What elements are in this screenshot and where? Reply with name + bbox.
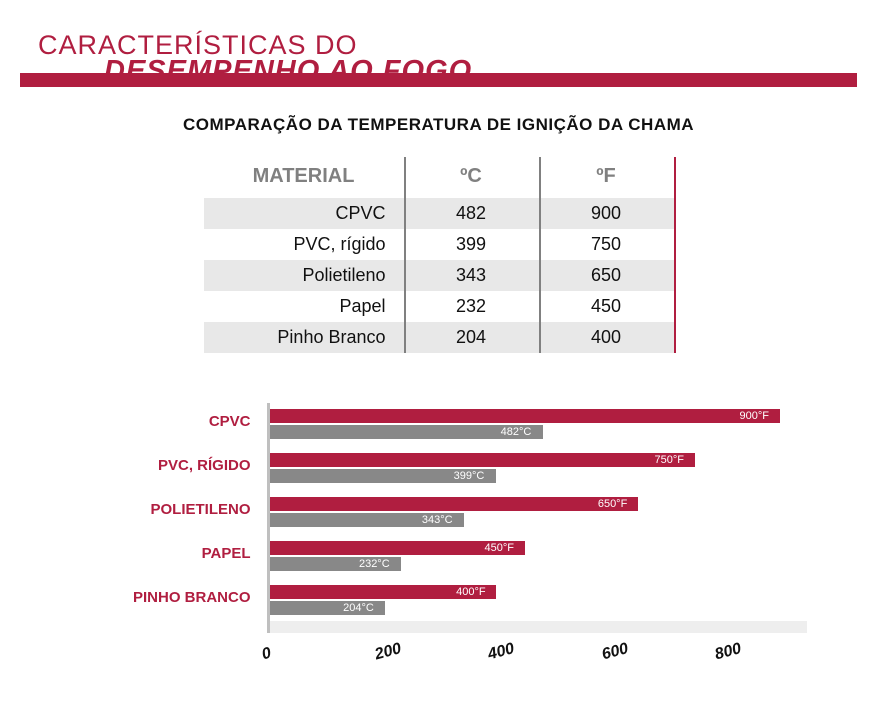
chart-xaxis-tick: 800 (713, 640, 743, 664)
col-header-celsius: ºC (404, 157, 539, 198)
cell-fahrenheit: 750 (539, 229, 674, 260)
chart-bar-value-fahrenheit: 400°F (456, 586, 485, 598)
ignition-temp-chart: CPVC PVC, RÍGIDO POLIETILENO PAPEL PINHO BRA… (89, 403, 789, 693)
cell-celsius: 343 (404, 260, 539, 291)
table-row: PVC, rígido 399 750 (204, 229, 674, 260)
chart-bar-value-celsius: 343°C (422, 514, 453, 526)
chart-category-label: PINHO BRANCO (133, 589, 259, 606)
chart-category-label: POLIETILENO (150, 501, 258, 518)
chart-bar-value-celsius: 204°C (343, 602, 374, 614)
cell-material: CPVC (204, 198, 404, 229)
table-row: CPVC 482 900 (204, 198, 674, 229)
page-header: CARACTERÍSTICAS DO DESEMPENHO AO FOGO (0, 0, 877, 87)
chart-category-label: CPVC (209, 413, 259, 430)
chart-category-label: PAPEL (202, 545, 259, 562)
chart-bar-value-celsius: 232°C (359, 558, 390, 570)
chart-bar-value-fahrenheit: 450°F (485, 542, 514, 554)
cell-fahrenheit: 450 (539, 291, 674, 322)
cell-celsius: 399 (404, 229, 539, 260)
table-row: Polietileno 343 650 (204, 260, 674, 291)
cell-material: Pinho Branco (204, 322, 404, 353)
cell-material: PVC, rígido (204, 229, 404, 260)
chart-bar-fahrenheit (270, 409, 780, 423)
chart-bar-value-fahrenheit: 900°F (740, 410, 769, 422)
chart-baseline-strip (270, 621, 807, 633)
col-header-material: MATERIAL (204, 157, 404, 198)
cell-fahrenheit: 650 (539, 260, 674, 291)
cell-celsius: 232 (404, 291, 539, 322)
table-header-row: MATERIAL ºC ºF (204, 157, 674, 198)
cell-celsius: 482 (404, 198, 539, 229)
chart-bar-value-celsius: 482°C (501, 426, 532, 438)
chart-bar-value-celsius: 399°C (454, 470, 485, 482)
ignition-temp-table: MATERIAL ºC ºF CPVC 482 900 PVC, rígido … (204, 157, 674, 353)
chart-xaxis-tick: 600 (600, 640, 630, 664)
chart-plot-area: 900°F 482°C 750°F 399°C 650°F 343°C 450°F 232°C… (267, 403, 777, 633)
data-table: MATERIAL ºC ºF CPVC 482 900 PVC, rígido … (204, 157, 674, 353)
col-header-fahrenheit: ºF (539, 157, 674, 198)
chart-xaxis-tick: 200 (373, 640, 403, 664)
cell-material: Papel (204, 291, 404, 322)
chart-bar-fahrenheit (270, 453, 695, 467)
table-divider (539, 157, 541, 353)
header-line2: DESEMPENHO AO FOGO (0, 55, 877, 88)
cell-fahrenheit: 900 (539, 198, 674, 229)
chart-bar-value-fahrenheit: 650°F (598, 498, 627, 510)
cell-fahrenheit: 400 (539, 322, 674, 353)
table-right-border (674, 157, 676, 353)
chart-xaxis-tick: 400 (486, 640, 516, 664)
table-divider (404, 157, 406, 353)
chart-xaxis-tick: 0 (260, 645, 273, 665)
chart-category-label: PVC, RÍGIDO (158, 457, 259, 474)
chart-bar-fahrenheit (270, 497, 638, 511)
cell-celsius: 204 (404, 322, 539, 353)
section-title: COMPARAÇÃO DA TEMPERATURA DE IGNIÇÃO DA … (0, 115, 877, 135)
table-row: Papel 232 450 (204, 291, 674, 322)
table-row: Pinho Branco 204 400 (204, 322, 674, 353)
cell-material: Polietileno (204, 260, 404, 291)
chart-bar-value-fahrenheit: 750°F (655, 454, 684, 466)
